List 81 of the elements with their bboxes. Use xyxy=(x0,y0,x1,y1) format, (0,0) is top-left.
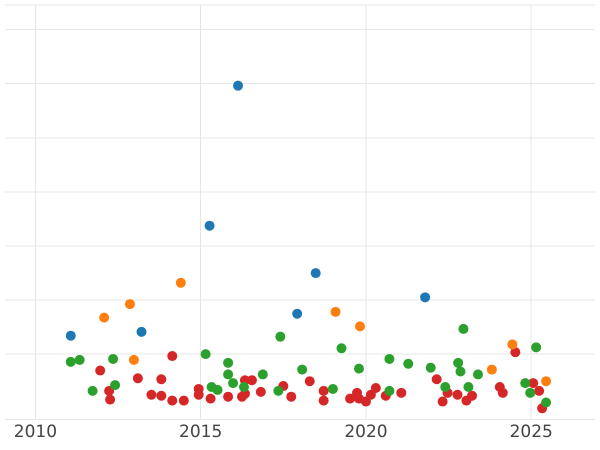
point xyxy=(212,384,223,395)
x-tick-label: 2020 xyxy=(344,422,388,442)
point xyxy=(541,398,552,408)
point xyxy=(318,396,329,406)
point xyxy=(95,366,106,376)
point xyxy=(167,396,178,406)
point xyxy=(330,306,341,317)
point xyxy=(360,396,371,407)
point xyxy=(132,373,143,384)
point xyxy=(426,362,436,373)
point xyxy=(370,382,381,393)
point xyxy=(228,378,238,388)
point xyxy=(354,321,365,332)
point xyxy=(366,390,376,400)
point xyxy=(167,351,178,362)
point xyxy=(520,378,530,388)
point xyxy=(178,396,189,406)
point xyxy=(403,358,414,369)
point xyxy=(223,392,234,402)
point xyxy=(176,278,186,288)
point xyxy=(223,358,234,368)
point xyxy=(525,388,536,398)
point xyxy=(99,312,110,323)
point xyxy=(297,364,308,375)
point xyxy=(256,386,266,397)
point xyxy=(463,382,474,392)
point xyxy=(345,394,356,404)
point xyxy=(531,342,542,352)
point xyxy=(384,386,394,396)
point xyxy=(124,299,135,310)
point xyxy=(74,354,85,365)
point xyxy=(510,347,520,358)
point xyxy=(156,374,166,384)
point xyxy=(275,332,286,342)
point xyxy=(455,366,466,377)
point xyxy=(223,369,234,380)
point xyxy=(438,396,448,407)
point xyxy=(304,376,315,386)
point xyxy=(467,390,478,401)
point xyxy=(541,376,552,386)
point xyxy=(472,369,483,380)
point xyxy=(105,394,116,405)
point xyxy=(452,390,462,400)
point xyxy=(507,339,518,350)
point xyxy=(318,386,329,396)
point xyxy=(128,354,139,365)
point xyxy=(206,394,216,404)
point xyxy=(354,364,364,374)
point xyxy=(310,268,321,278)
x-tick-label: 2010 xyxy=(14,422,58,442)
point xyxy=(200,349,211,360)
point xyxy=(246,375,257,386)
point xyxy=(66,356,76,367)
point xyxy=(66,330,76,341)
point xyxy=(420,292,430,302)
point xyxy=(108,354,118,364)
point xyxy=(453,358,464,368)
point xyxy=(233,80,244,91)
x-tick-label: 2025 xyxy=(510,422,553,442)
point xyxy=(110,380,120,390)
x-tick-label: 2015 xyxy=(179,422,222,442)
point xyxy=(328,384,338,394)
point xyxy=(486,364,497,375)
point xyxy=(136,326,147,337)
point xyxy=(292,308,302,319)
point xyxy=(498,388,508,398)
point xyxy=(88,386,98,396)
point xyxy=(534,386,544,396)
point xyxy=(204,220,215,231)
point xyxy=(146,390,156,400)
point xyxy=(273,386,284,396)
point xyxy=(238,382,249,392)
point xyxy=(384,354,394,364)
point xyxy=(458,324,468,334)
point xyxy=(432,374,442,384)
point xyxy=(156,390,166,401)
point xyxy=(396,388,406,398)
point xyxy=(440,382,450,392)
point xyxy=(258,369,268,380)
point xyxy=(336,343,346,354)
point xyxy=(286,392,296,402)
